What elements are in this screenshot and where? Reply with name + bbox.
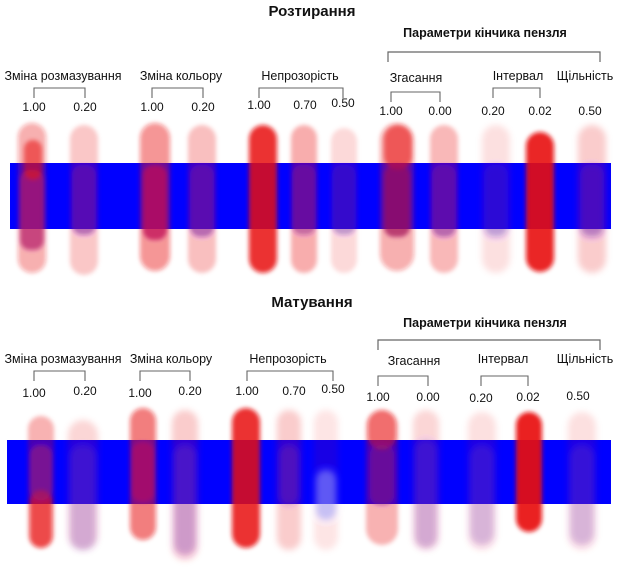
stroke-sample	[232, 408, 260, 548]
group-label-smudge-variation: Зміна розмазування	[4, 352, 121, 366]
brush-tip-bracket	[377, 339, 601, 350]
brush-tip-header: Параметри кінчика пензля	[403, 316, 567, 330]
group-brackets	[33, 87, 541, 102]
value-labels: 1.00 0.20 1.00 0.20 1.00 0.70 0.50 1.00 …	[22, 96, 602, 118]
brush-tip-header: Параметри кінчика пензля	[403, 26, 567, 40]
brush-strokes	[28, 408, 596, 560]
stroke-sample	[526, 132, 554, 272]
group-label-density: Щільність	[557, 352, 613, 366]
value-label: 1.00	[22, 100, 46, 114]
value-label: 0.02	[528, 104, 552, 118]
stroke-sample	[568, 412, 596, 550]
group-label-spacing: Інтервал	[493, 69, 544, 83]
group-brackets	[33, 370, 529, 386]
section-blending: Матування Параметри кінчика пензля Зміна…	[4, 294, 613, 560]
value-label: 1.00	[22, 386, 46, 400]
stroke-sample	[277, 410, 301, 550]
value-label: 0.00	[428, 104, 452, 118]
brush-strokes	[18, 123, 606, 275]
stroke-sample	[188, 125, 216, 273]
stroke-sample	[516, 412, 542, 532]
value-label: 1.00	[128, 386, 152, 400]
stroke-sample	[380, 123, 414, 271]
value-label: 0.20	[481, 104, 505, 118]
stroke-sample	[172, 410, 198, 560]
stroke-sample	[28, 416, 54, 548]
value-label: 0.50	[321, 382, 345, 396]
value-label: 1.00	[379, 104, 403, 118]
brush-tip-bracket	[387, 51, 601, 62]
stroke-sample	[18, 123, 46, 273]
value-label: 0.00	[416, 390, 440, 404]
group-label-spacing: Інтервал	[478, 352, 529, 366]
stroke-sample	[314, 410, 338, 550]
value-label: 0.70	[293, 98, 317, 112]
group-label-fade: Згасання	[388, 354, 441, 368]
stroke-sample	[430, 125, 458, 273]
value-label: 1.00	[366, 390, 390, 404]
stroke-sample	[413, 410, 439, 550]
group-label-density: Щільність	[557, 69, 613, 83]
value-label: 0.20	[469, 391, 493, 405]
value-label: 1.00	[247, 98, 271, 112]
stroke-sample	[482, 125, 510, 273]
group-label-smudge-variation: Зміна розмазування	[4, 69, 121, 83]
value-label: 0.20	[73, 384, 97, 398]
stroke-sample	[140, 123, 170, 271]
blue-paint-band	[7, 440, 611, 504]
value-labels: 1.00 0.20 1.00 0.20 1.00 0.70 0.50 1.00 …	[22, 382, 590, 405]
group-label-color-variation: Зміна кольору	[130, 352, 213, 366]
stroke-sample	[68, 420, 98, 550]
group-label-color-variation: Зміна кольору	[140, 69, 223, 83]
value-label: 0.20	[73, 100, 97, 114]
value-label: 1.00	[235, 384, 259, 398]
stroke-sample	[249, 125, 277, 273]
value-label: 0.50	[331, 96, 355, 110]
value-label: 0.70	[282, 384, 306, 398]
stroke-sample	[130, 408, 156, 540]
stroke-sample	[366, 410, 398, 545]
value-label: 1.00	[140, 100, 164, 114]
group-label-opacity: Непрозорість	[261, 69, 338, 83]
value-label: 0.20	[178, 384, 202, 398]
value-label: 0.50	[566, 389, 590, 403]
group-label-opacity: Непрозорість	[249, 352, 326, 366]
group-label-fade: Згасання	[390, 71, 443, 85]
value-label: 0.50	[578, 104, 602, 118]
stroke-sample	[70, 125, 98, 275]
section-title: Матування	[271, 294, 352, 311]
stroke-sample	[331, 128, 357, 273]
value-label: 0.20	[191, 100, 215, 114]
stroke-sample	[578, 125, 606, 273]
stroke-sample	[468, 412, 496, 550]
section-smudging: Розтирання Параметри кінчика пензля Змін…	[4, 3, 613, 275]
stroke-sample	[291, 125, 317, 273]
section-title: Розтирання	[269, 3, 356, 20]
value-label: 0.02	[516, 390, 540, 404]
